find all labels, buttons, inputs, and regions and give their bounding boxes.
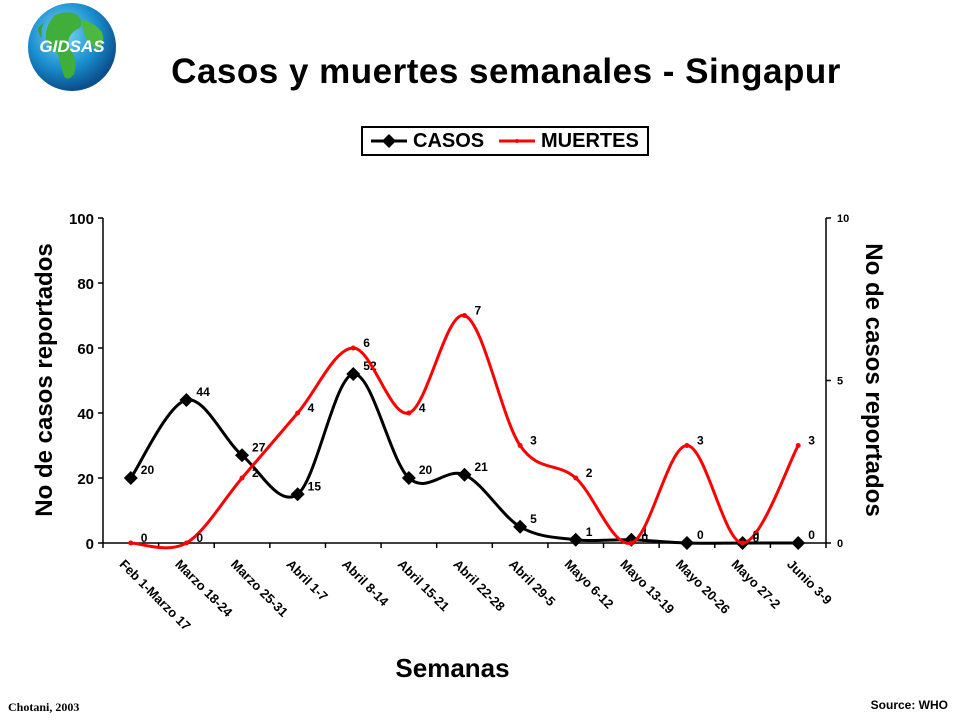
data-label-casos: 15 xyxy=(308,479,322,493)
data-label-muertes: 4 xyxy=(308,401,315,415)
data-label-casos: 20 xyxy=(141,463,155,477)
data-point-casos xyxy=(513,519,528,534)
y-tick-label-right: 10 xyxy=(837,213,849,225)
data-point-muertes xyxy=(795,443,801,448)
chart-title: Casos y muertes semanales - Singapur xyxy=(171,52,841,91)
x-tick-label: Junio 3-9 xyxy=(784,557,835,608)
data-label-casos: 27 xyxy=(252,440,266,454)
y-tick-label-right: 5 xyxy=(837,376,843,388)
y-tick-label-left: 20 xyxy=(77,471,94,488)
data-label-muertes: 6 xyxy=(363,336,370,350)
legend-item-casos: CASOS xyxy=(369,128,484,154)
x-tick-label: Abril 15-21 xyxy=(395,557,453,615)
data-point-casos xyxy=(290,487,305,502)
data-label-muertes: 0 xyxy=(753,531,760,545)
y-tick-label-left: 0 xyxy=(86,536,94,553)
data-point-casos xyxy=(679,536,694,550)
data-label-muertes: 7 xyxy=(475,304,482,318)
y-tick-label-left: 100 xyxy=(69,211,94,228)
data-label-muertes: 2 xyxy=(252,466,259,480)
x-axis-title: Semanas xyxy=(395,653,509,683)
data-point-casos xyxy=(235,448,250,463)
x-tick-label: Mayo 13-19 xyxy=(617,557,677,617)
x-tick-label: Mayo 27-2 xyxy=(728,557,783,612)
data-label-muertes: 0 xyxy=(641,531,648,545)
legend-label-muertes: MUERTES xyxy=(541,129,639,152)
data-point-muertes xyxy=(128,540,134,546)
data-label-casos: 0 xyxy=(808,528,815,542)
data-label-muertes: 2 xyxy=(586,466,593,480)
series-line-casos xyxy=(129,372,799,545)
data-point-casos xyxy=(401,471,416,485)
x-tick-label: Abril 29-5 xyxy=(506,557,559,610)
data-point-casos xyxy=(791,536,806,550)
data-label-muertes: 3 xyxy=(808,434,815,448)
data-label-casos: 1 xyxy=(641,525,648,539)
y-tick-label-left: 40 xyxy=(77,406,94,423)
data-point-casos xyxy=(346,367,361,381)
y-tick-label-left: 60 xyxy=(77,341,94,358)
x-tick-label: Mayo 6-12 xyxy=(562,557,617,612)
data-label-muertes: 3 xyxy=(697,434,704,448)
y-tick-label-left: 80 xyxy=(77,276,94,293)
series-line-muertes xyxy=(130,314,800,550)
x-tick-label: Abril 8-14 xyxy=(339,557,392,610)
data-label-casos: 1 xyxy=(586,525,593,539)
data-label-casos: 20 xyxy=(419,463,433,477)
legend-marker-casos xyxy=(371,134,407,148)
data-point-muertes xyxy=(295,410,301,416)
data-point-casos xyxy=(568,532,583,547)
data-label-muertes: 3 xyxy=(530,434,537,448)
logo-text: GIDSAS xyxy=(39,37,105,56)
legend: CASOS MUERTES xyxy=(361,126,649,156)
data-label-muertes: 0 xyxy=(141,531,148,545)
data-point-muertes xyxy=(350,345,356,351)
legend-marker-muertes xyxy=(499,139,535,143)
y-axis-title-right: No de casos reportados xyxy=(860,243,887,516)
data-label-muertes: 0 xyxy=(196,531,203,545)
data-label-muertes: 4 xyxy=(419,401,426,415)
data-point-muertes xyxy=(462,313,467,318)
data-label-casos: 44 xyxy=(196,385,210,399)
data-point-casos xyxy=(123,471,138,485)
data-point-muertes xyxy=(684,443,690,448)
data-label-casos: 5 xyxy=(530,512,537,526)
x-tick-label: Mayo 20-26 xyxy=(673,557,733,617)
data-point-muertes xyxy=(573,475,579,481)
y-axis-title-left: No de casos reportados xyxy=(31,243,58,516)
x-tick-label: Marzo 25-31 xyxy=(228,557,291,620)
logo: GIDSAS xyxy=(24,0,120,94)
legend-item-muertes: MUERTES xyxy=(497,128,639,154)
data-point-muertes xyxy=(740,540,746,546)
x-tick-label: Abril 22-28 xyxy=(450,557,508,615)
legend-label-casos: CASOS xyxy=(413,129,485,152)
data-label-casos: 21 xyxy=(475,460,489,474)
data-point-muertes xyxy=(239,475,245,481)
globe-icon: GIDSAS xyxy=(28,3,116,91)
footer-source: Source: WHO xyxy=(870,698,948,712)
y-tick-label-right: 0 xyxy=(837,538,843,550)
footer-author: Chotani, 2003 xyxy=(8,700,80,714)
data-point-casos xyxy=(457,467,472,482)
data-label-casos: 0 xyxy=(753,528,760,542)
data-point-muertes xyxy=(517,443,523,448)
data-point-casos xyxy=(179,393,194,407)
x-tick-label: Abril 1-7 xyxy=(284,557,331,604)
data-point-muertes xyxy=(628,540,634,546)
data-point-muertes xyxy=(183,540,189,546)
data-label-casos: 0 xyxy=(697,528,704,542)
data-point-muertes xyxy=(406,410,412,416)
